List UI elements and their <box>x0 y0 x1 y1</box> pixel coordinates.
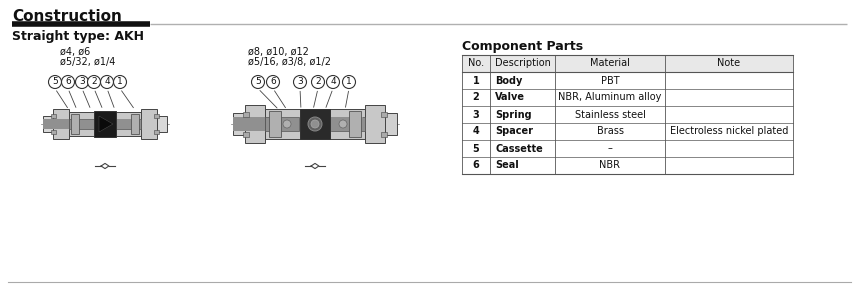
Text: 6: 6 <box>270 77 276 86</box>
Bar <box>269 111 281 137</box>
Bar <box>243 131 249 136</box>
Bar <box>381 131 387 136</box>
Circle shape <box>312 76 325 88</box>
Text: 4: 4 <box>472 126 479 136</box>
Text: 1: 1 <box>346 77 352 86</box>
Text: ø4, ø6: ø4, ø6 <box>60 47 90 57</box>
Text: Spacer: Spacer <box>495 126 533 136</box>
Circle shape <box>252 76 265 88</box>
Bar <box>462 55 793 72</box>
Bar <box>233 117 265 131</box>
Circle shape <box>283 120 291 128</box>
Circle shape <box>76 76 88 88</box>
Text: 4: 4 <box>104 77 110 86</box>
Bar <box>300 109 330 139</box>
Circle shape <box>113 76 126 88</box>
Text: 2: 2 <box>91 77 97 86</box>
Text: ø8, ø10, ø12: ø8, ø10, ø12 <box>248 47 309 57</box>
Bar <box>94 111 116 137</box>
Bar <box>141 109 157 139</box>
Text: Straight type: AKH: Straight type: AKH <box>12 30 144 43</box>
Bar <box>245 105 265 143</box>
Text: Description: Description <box>495 58 551 69</box>
Text: –: – <box>607 143 612 154</box>
Bar <box>69 112 141 136</box>
Text: Stainless steel: Stainless steel <box>575 110 645 119</box>
Bar <box>107 119 133 129</box>
Circle shape <box>339 120 347 128</box>
Bar <box>43 119 69 129</box>
Text: 2: 2 <box>472 93 479 102</box>
Text: Valve: Valve <box>495 93 525 102</box>
Text: Spring: Spring <box>495 110 532 119</box>
Circle shape <box>62 76 75 88</box>
Text: Brass: Brass <box>596 126 624 136</box>
Circle shape <box>266 76 279 88</box>
Bar <box>43 116 53 132</box>
Text: Cassette: Cassette <box>495 143 543 154</box>
Bar <box>157 116 167 132</box>
Text: Seal: Seal <box>495 161 519 171</box>
Text: 1: 1 <box>472 76 479 86</box>
Bar <box>69 119 103 129</box>
Text: 5: 5 <box>52 77 58 86</box>
Text: 1: 1 <box>117 77 123 86</box>
Bar <box>51 114 56 118</box>
Bar <box>154 114 159 118</box>
Circle shape <box>88 76 101 88</box>
Bar <box>385 113 397 135</box>
Bar <box>365 105 385 143</box>
Bar <box>53 109 69 139</box>
Polygon shape <box>99 116 113 132</box>
Bar <box>349 111 361 137</box>
Text: Body: Body <box>495 76 522 86</box>
Bar <box>265 109 365 139</box>
Circle shape <box>343 76 356 88</box>
Text: Note: Note <box>717 58 740 69</box>
Circle shape <box>294 76 307 88</box>
Text: Component Parts: Component Parts <box>462 40 583 53</box>
Bar <box>243 112 249 117</box>
Bar <box>51 130 56 134</box>
Text: 5: 5 <box>255 77 261 86</box>
Bar <box>331 117 365 131</box>
Bar <box>71 114 79 134</box>
Bar <box>233 113 245 135</box>
Text: 3: 3 <box>297 77 303 86</box>
Circle shape <box>308 117 322 131</box>
Text: 6: 6 <box>472 161 479 171</box>
Text: NBR, Aluminum alloy: NBR, Aluminum alloy <box>558 93 661 102</box>
Bar <box>331 117 363 131</box>
Circle shape <box>101 76 113 88</box>
Text: Electroless nickel plated: Electroless nickel plated <box>670 126 789 136</box>
Circle shape <box>326 76 339 88</box>
Text: 2: 2 <box>315 77 320 86</box>
Text: 3: 3 <box>472 110 479 119</box>
Text: ø5/16, ø3/8, ø1/2: ø5/16, ø3/8, ø1/2 <box>248 57 331 67</box>
Bar <box>154 130 159 134</box>
Text: ø5/32, ø1/4: ø5/32, ø1/4 <box>60 57 115 67</box>
Circle shape <box>311 120 319 128</box>
Text: 3: 3 <box>79 77 85 86</box>
Text: NBR: NBR <box>600 161 620 171</box>
Text: Construction: Construction <box>12 9 122 24</box>
Text: No.: No. <box>468 58 484 69</box>
Bar <box>107 119 141 129</box>
Text: 4: 4 <box>330 77 336 86</box>
Bar <box>131 114 139 134</box>
Text: Material: Material <box>590 58 630 69</box>
Bar <box>381 112 387 117</box>
Text: PBT: PBT <box>600 76 619 86</box>
Text: 6: 6 <box>65 77 71 86</box>
Circle shape <box>48 76 62 88</box>
Text: 5: 5 <box>472 143 479 154</box>
Bar <box>265 117 299 131</box>
